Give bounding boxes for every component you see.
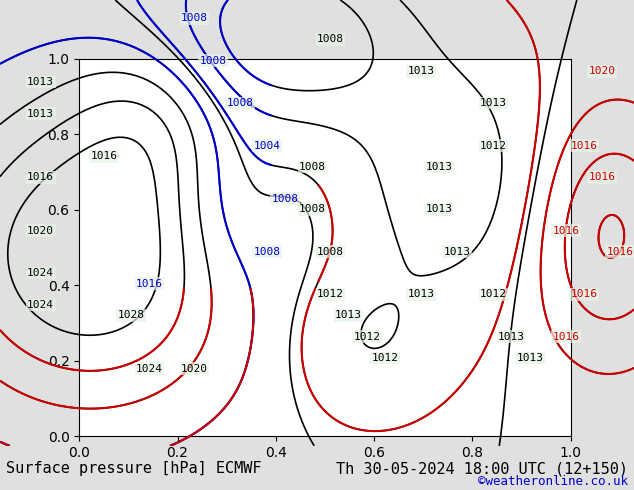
Text: 1020: 1020 — [27, 225, 54, 236]
Text: 1016: 1016 — [552, 225, 579, 236]
Text: 1008: 1008 — [299, 162, 326, 172]
Text: 1008: 1008 — [317, 247, 344, 257]
Text: 1016: 1016 — [91, 151, 117, 161]
Text: 1013: 1013 — [335, 311, 362, 320]
Text: 1024: 1024 — [27, 300, 54, 310]
Text: 1008: 1008 — [317, 34, 344, 45]
Text: 1020: 1020 — [589, 66, 616, 76]
Text: 1016: 1016 — [589, 172, 616, 182]
Text: 1016: 1016 — [27, 172, 54, 182]
Text: 1008: 1008 — [299, 204, 326, 214]
Text: 1016: 1016 — [607, 247, 634, 257]
Text: 1013: 1013 — [408, 289, 434, 299]
Text: 1013: 1013 — [516, 353, 543, 363]
Text: ©weatheronline.co.uk: ©weatheronline.co.uk — [477, 475, 628, 488]
Text: 1012: 1012 — [480, 141, 507, 150]
Text: 1004: 1004 — [254, 141, 281, 150]
Text: 1013: 1013 — [444, 247, 471, 257]
Text: 1016: 1016 — [571, 141, 598, 150]
Text: 1016: 1016 — [571, 289, 598, 299]
Text: 1024: 1024 — [27, 268, 54, 278]
Text: 1008: 1008 — [181, 13, 208, 23]
Text: 1008: 1008 — [254, 247, 281, 257]
Text: 1016: 1016 — [552, 332, 579, 342]
Text: 1008: 1008 — [199, 56, 226, 66]
Text: 1024: 1024 — [136, 364, 163, 373]
Text: 1012: 1012 — [317, 289, 344, 299]
Text: 1013: 1013 — [480, 98, 507, 108]
Text: 1013: 1013 — [27, 109, 54, 119]
Text: 1008: 1008 — [272, 194, 299, 204]
Text: 1013: 1013 — [408, 66, 434, 76]
Text: 1028: 1028 — [118, 311, 145, 320]
Text: 1012: 1012 — [372, 353, 398, 363]
Text: 1013: 1013 — [425, 162, 453, 172]
Text: Th 30-05-2024 18:00 UTC (12+150): Th 30-05-2024 18:00 UTC (12+150) — [335, 462, 628, 476]
Text: 1012: 1012 — [480, 289, 507, 299]
Text: 1020: 1020 — [181, 364, 208, 373]
Text: 1013: 1013 — [498, 332, 525, 342]
Text: 1008: 1008 — [226, 98, 254, 108]
Text: 1012: 1012 — [353, 332, 380, 342]
Text: 1013: 1013 — [27, 77, 54, 87]
Text: Surface pressure [hPa] ECMWF: Surface pressure [hPa] ECMWF — [6, 462, 262, 476]
Text: 1013: 1013 — [425, 204, 453, 214]
Text: 1016: 1016 — [136, 279, 163, 289]
